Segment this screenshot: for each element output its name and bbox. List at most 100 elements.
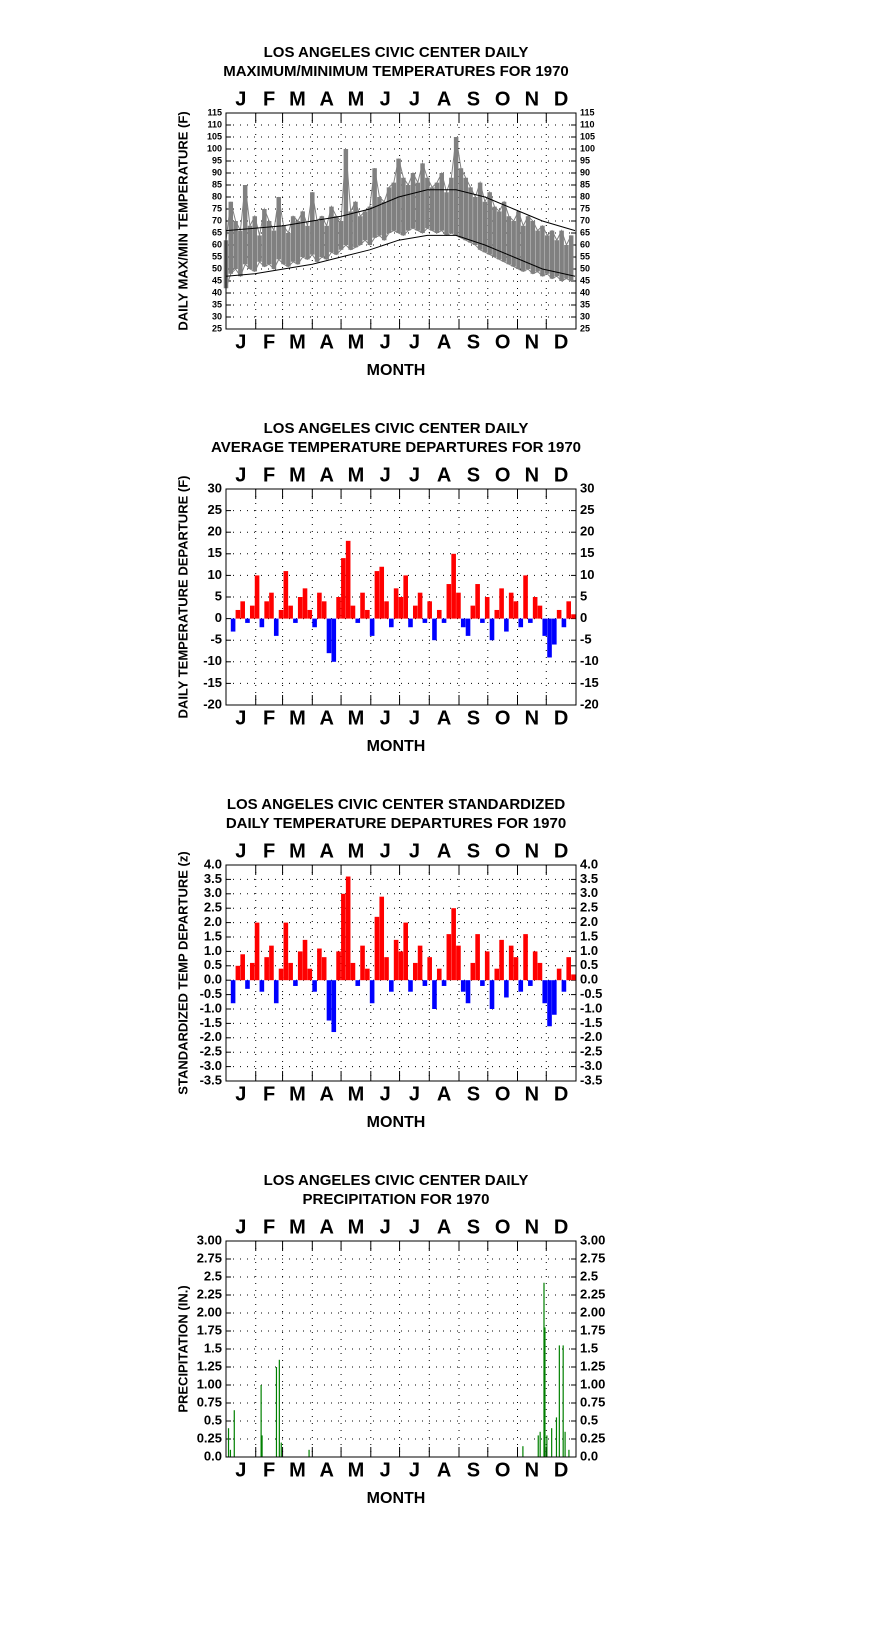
bar <box>233 1410 235 1457</box>
bar <box>365 968 370 981</box>
bar <box>293 618 298 623</box>
bar <box>260 1385 262 1457</box>
bar <box>561 618 567 628</box>
bar <box>312 618 317 628</box>
month-label: F <box>263 464 275 486</box>
bar <box>307 968 313 981</box>
bar <box>499 588 504 619</box>
bar <box>451 908 456 981</box>
bar <box>312 980 317 992</box>
y-tick-label-right: 40 <box>580 287 590 297</box>
month-label: J <box>380 840 391 862</box>
month-label: A <box>437 1083 451 1105</box>
bar <box>547 980 552 1027</box>
bar <box>269 945 274 981</box>
month-label: A <box>319 1083 333 1105</box>
y-tick-label-right: 100 <box>580 143 595 153</box>
month-label: F <box>263 840 275 862</box>
y-tick-label-right: 1.0 <box>580 943 598 958</box>
month-label: N <box>525 1083 539 1105</box>
month-label: D <box>554 331 568 353</box>
month-label: N <box>525 840 539 862</box>
y-tick-label-right: 85 <box>580 179 590 189</box>
month-label: J <box>409 840 420 862</box>
month-label: A <box>437 1216 451 1238</box>
bar <box>556 609 562 619</box>
month-label: J <box>409 464 420 486</box>
y-tick-label-right: 3.5 <box>580 871 598 886</box>
bar <box>235 965 241 981</box>
chart-title: DAILY TEMPERATURE DEPARTURES FOR 1970 <box>226 815 566 832</box>
bar <box>564 1431 566 1457</box>
bar <box>317 948 322 981</box>
bar <box>321 601 327 619</box>
month-label: O <box>495 707 511 729</box>
x-axis-label: MONTH <box>367 1490 426 1507</box>
bar <box>288 605 293 619</box>
y-tick-label-right: 2.5 <box>580 1268 598 1283</box>
month-label: O <box>495 1083 511 1105</box>
y-tick-label-right: 5 <box>580 588 587 603</box>
month-label: J <box>235 464 246 486</box>
month-label: O <box>495 1216 511 1238</box>
bar <box>245 980 250 989</box>
month-label: M <box>348 1459 365 1481</box>
y-tick-label: 100 <box>207 143 222 153</box>
y-tick-label: 75 <box>212 203 222 213</box>
month-label: J <box>380 331 391 353</box>
bar <box>254 575 260 619</box>
month-label: M <box>348 707 365 729</box>
month-label: S <box>467 707 480 729</box>
bar <box>568 1449 570 1457</box>
bar <box>297 597 303 619</box>
bar <box>427 957 432 981</box>
y-tick-label: 2.5 <box>204 900 222 915</box>
y-tick-label-right: 110 <box>580 119 595 129</box>
y-tick-label: -1.0 <box>200 1000 222 1015</box>
bar <box>571 974 576 981</box>
month-label: A <box>437 88 451 110</box>
bar <box>465 980 471 1004</box>
series-line <box>225 189 576 232</box>
y-tick-label: 1.25 <box>197 1358 222 1373</box>
month-label: S <box>467 1083 480 1105</box>
bar <box>326 618 332 654</box>
bar <box>227 1428 230 1457</box>
month-label: F <box>263 331 275 353</box>
month-label: A <box>437 840 451 862</box>
bar <box>308 1449 310 1457</box>
bar <box>528 980 533 986</box>
month-label: F <box>263 88 275 110</box>
bar <box>489 980 495 1009</box>
bar <box>369 980 375 1004</box>
y-tick-label: 20 <box>208 524 222 539</box>
chart-title: LOS ANGELES CIVIC CENTER STANDARDIZED <box>227 796 566 813</box>
y-tick-label-right: 0.5 <box>580 1412 598 1427</box>
y-tick-label: 0.5 <box>204 1412 222 1427</box>
y-tick-label: -10 <box>203 653 222 668</box>
y-tick-label: 4.0 <box>204 856 222 871</box>
bar <box>513 601 519 619</box>
month-label: A <box>319 1459 333 1481</box>
bar <box>403 575 408 619</box>
bar <box>532 597 538 619</box>
month-label: S <box>467 88 480 110</box>
month-label: M <box>289 331 306 353</box>
bar <box>470 962 476 981</box>
y-axis-label: DAILY TEMPERATURE DEPARTURE (F) <box>175 476 190 719</box>
bar <box>317 592 322 619</box>
y-tick-label: -5 <box>210 632 222 647</box>
bar <box>341 558 346 619</box>
bar <box>504 980 509 998</box>
month-label: J <box>235 707 246 729</box>
month-label: J <box>235 1083 246 1105</box>
bar <box>379 566 385 619</box>
bar <box>518 618 524 628</box>
y-tick-label: -2.5 <box>200 1044 222 1059</box>
bar <box>336 597 341 619</box>
month-label: J <box>380 707 391 729</box>
y-tick-label: 2.5 <box>204 1268 222 1283</box>
bar <box>537 605 543 619</box>
bar <box>389 618 394 628</box>
y-tick-label: 1.75 <box>197 1322 222 1337</box>
